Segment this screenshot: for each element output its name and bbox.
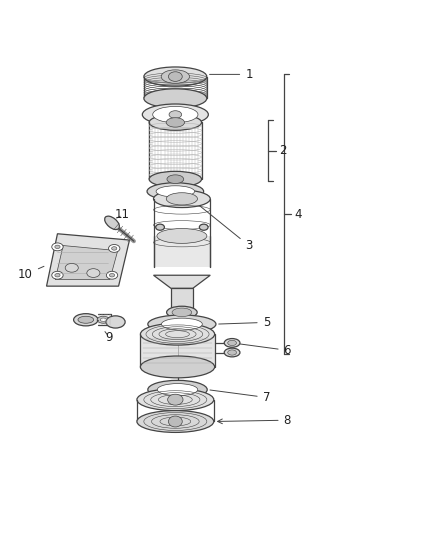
Ellipse shape [109,245,120,252]
Ellipse shape [106,271,118,279]
Ellipse shape [169,416,182,427]
Ellipse shape [144,89,207,108]
Ellipse shape [157,384,198,395]
Ellipse shape [142,104,208,125]
Ellipse shape [147,183,204,200]
Text: 5: 5 [219,316,270,329]
Ellipse shape [52,271,63,279]
Ellipse shape [55,245,60,248]
Ellipse shape [155,224,164,230]
Ellipse shape [153,107,198,123]
Ellipse shape [168,394,183,405]
Text: 4: 4 [294,208,302,221]
Ellipse shape [169,72,182,82]
Text: 6: 6 [235,343,291,357]
Polygon shape [153,236,210,266]
Ellipse shape [149,115,201,130]
Ellipse shape [112,247,117,250]
Ellipse shape [144,67,207,86]
Polygon shape [153,275,210,288]
Ellipse shape [105,216,120,230]
Ellipse shape [110,273,115,277]
Text: 11: 11 [115,208,130,222]
Ellipse shape [148,381,207,399]
Ellipse shape [153,190,210,207]
Ellipse shape [166,118,184,127]
Ellipse shape [224,348,240,357]
Ellipse shape [137,410,214,432]
Ellipse shape [87,269,100,277]
Text: 8: 8 [218,414,291,427]
Ellipse shape [169,111,182,118]
Ellipse shape [137,389,214,410]
Ellipse shape [161,70,190,83]
Ellipse shape [167,175,184,183]
Ellipse shape [166,193,198,205]
Ellipse shape [228,340,237,345]
Ellipse shape [157,229,207,244]
Ellipse shape [106,316,125,328]
Ellipse shape [55,273,60,277]
Ellipse shape [100,318,106,321]
Polygon shape [171,288,193,308]
Text: 7: 7 [210,390,270,404]
Ellipse shape [224,338,240,348]
Polygon shape [46,234,130,286]
Ellipse shape [97,316,110,323]
Text: 1: 1 [209,68,253,81]
Ellipse shape [148,315,216,333]
Ellipse shape [199,224,208,230]
Ellipse shape [74,313,98,326]
Text: 3: 3 [184,193,253,252]
Ellipse shape [141,356,215,378]
Ellipse shape [162,318,202,330]
Ellipse shape [141,323,215,345]
Ellipse shape [52,243,63,251]
Ellipse shape [228,350,237,355]
Ellipse shape [65,263,78,272]
Ellipse shape [166,306,197,318]
Ellipse shape [78,316,94,323]
Text: 9: 9 [105,331,113,344]
Ellipse shape [172,308,192,317]
Text: 2: 2 [279,144,286,157]
Ellipse shape [156,186,194,197]
Text: 10: 10 [18,266,44,281]
Ellipse shape [149,171,201,187]
Polygon shape [55,246,118,280]
Polygon shape [141,334,215,367]
